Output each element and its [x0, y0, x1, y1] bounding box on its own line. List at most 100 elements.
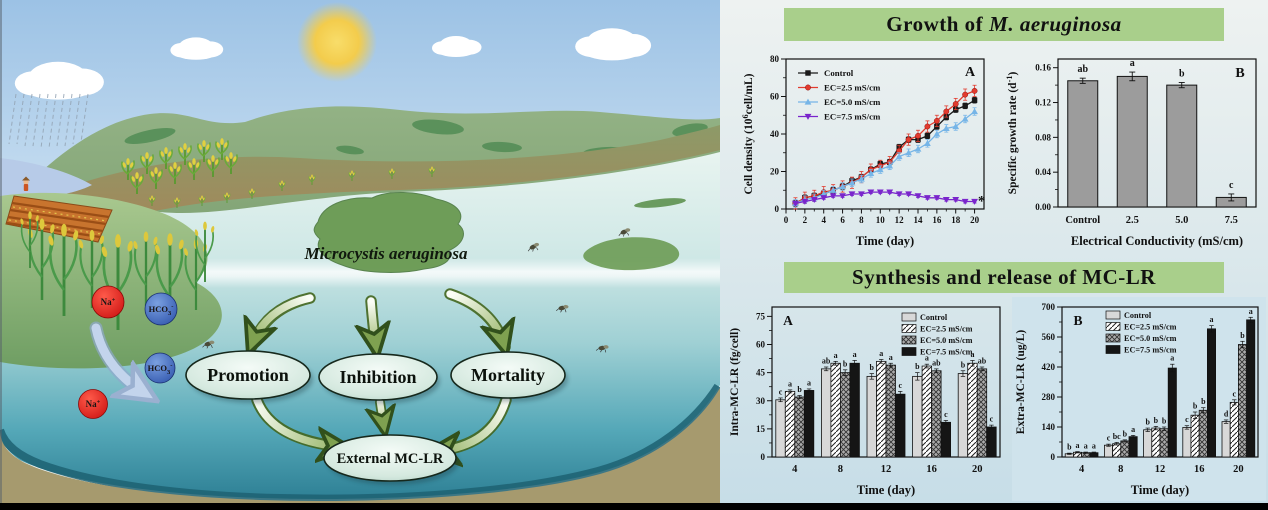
bar-Control — [1067, 80, 1099, 208]
svg-text:8: 8 — [1118, 464, 1123, 475]
svg-text:Mortality: Mortality — [471, 365, 545, 385]
svg-text:a: a — [1131, 425, 1135, 434]
svg-text:b: b — [1145, 418, 1150, 427]
left-edge-border — [0, 0, 2, 510]
svg-text:80: 80 — [770, 54, 780, 64]
svg-text:7.5: 7.5 — [1225, 215, 1238, 226]
svg-text:0: 0 — [761, 452, 766, 462]
svg-text:0.16: 0.16 — [1035, 63, 1051, 73]
growth-rate-bar-chart: 0.00 0.04 0.08 0.12 0.16 Specific growth rate… — [1005, 58, 1257, 248]
svg-text:bc: bc — [1113, 432, 1121, 441]
svg-text:EC=5.0 mS/cm: EC=5.0 mS/cm — [1124, 334, 1177, 343]
svg-text:Time (day): Time (day) — [856, 234, 914, 248]
svg-text:Na+: Na+ — [101, 297, 116, 308]
svg-text:HCO3-: HCO3- — [149, 303, 174, 317]
line-plot: 0 20 40 60 80 Cell density (106cell/mL) 0 2 4 6 8 1… — [741, 54, 985, 248]
svg-text:Promotion: Promotion — [207, 365, 289, 385]
svg-text:b: b — [1162, 417, 1167, 426]
legend: Control EC=2.5 mS/cm EC=5.0 mS/cm EC=7.5 mS… — [1105, 310, 1177, 355]
svg-text:c: c — [1229, 180, 1234, 191]
svg-text:20: 20 — [972, 464, 983, 475]
svg-text:b: b — [1154, 416, 1159, 425]
node-promotion: Promotion — [185, 350, 313, 403]
svg-text:0.12: 0.12 — [1035, 98, 1051, 108]
section-title-growth: Growth of M. aeruginosa — [784, 8, 1224, 41]
farm-shore — [55, 125, 720, 214]
svg-text:0: 0 — [784, 215, 789, 225]
svg-text:c: c — [1107, 434, 1111, 443]
svg-text:60: 60 — [770, 92, 780, 102]
river-bank — [0, 192, 222, 369]
svg-text:18: 18 — [951, 215, 961, 225]
svg-text:EC=2.5 mS/cm: EC=2.5 mS/cm — [920, 325, 973, 334]
svg-text:c: c — [898, 381, 902, 390]
svg-text:4: 4 — [1079, 464, 1085, 475]
svg-text:a: a — [788, 379, 792, 388]
svg-text:*: * — [978, 194, 986, 210]
svg-text:Control: Control — [1124, 311, 1152, 320]
svg-text:b: b — [1193, 402, 1198, 411]
bar-plot: 0.00 0.04 0.08 0.12 0.16 Specific growth rate… — [1005, 58, 1257, 248]
svg-text:0: 0 — [775, 204, 780, 214]
growth-charts-row: 0 20 40 60 80 Cell density (106cell/mL) 0 2 4 6 8 1… — [740, 47, 1266, 253]
growth-title-species: M. aeruginosa — [989, 12, 1122, 36]
svg-text:A: A — [783, 313, 793, 328]
svg-text:20: 20 — [970, 215, 980, 225]
algal-patch — [583, 237, 680, 271]
svg-text:45: 45 — [756, 368, 766, 378]
lake-bed-edge — [0, 383, 720, 503]
svg-text:12: 12 — [895, 215, 905, 225]
sand — [0, 388, 720, 510]
svg-text:d: d — [1224, 409, 1229, 418]
svg-text:EC=7.5 mS/cm: EC=7.5 mS/cm — [920, 348, 973, 357]
svg-text:Cell density (106cell/mL): Cell density (106cell/mL) — [741, 73, 755, 194]
svg-text:6: 6 — [840, 215, 845, 225]
svg-text:a: a — [853, 350, 857, 359]
tilled-field — [5, 176, 113, 243]
series-EC=7.5 mS/cm — [792, 189, 978, 207]
svg-text:Control: Control — [824, 68, 854, 78]
svg-text:b: b — [1123, 429, 1128, 438]
svg-text:b: b — [1201, 397, 1206, 406]
svg-text:0.08: 0.08 — [1035, 132, 1051, 142]
algal-bloom — [313, 191, 464, 273]
svg-text:EC=5.0 mS/cm: EC=5.0 mS/cm — [920, 336, 973, 345]
svg-text:Control: Control — [1065, 215, 1100, 226]
river — [0, 158, 92, 199]
bar-5.0 — [1166, 84, 1198, 208]
svg-text:b: b — [870, 363, 875, 372]
svg-text:Electrical Conductivity (mS/cm: Electrical Conductivity (mS/cm) — [1071, 234, 1243, 248]
svg-text:20: 20 — [1233, 464, 1244, 475]
cell-density-line-chart: 0 20 40 60 80 Cell density (106cell/mL) 0 2 4 6 8 1… — [741, 54, 985, 248]
svg-text:700: 700 — [1042, 302, 1056, 312]
svg-text:Extra-MC-LR (ug/L): Extra-MC-LR (ug/L) — [1015, 330, 1027, 435]
svg-text:a: a — [1076, 441, 1080, 450]
svg-text:75: 75 — [756, 311, 766, 321]
ecosystem-illustration: Microcystis aeruginosa Na+ Na+ HCO3- HCO… — [0, 0, 720, 510]
bottom-border — [0, 503, 1268, 510]
svg-text:B: B — [1235, 66, 1244, 81]
farmer-icon — [22, 176, 30, 191]
svg-text:b: b — [1179, 69, 1185, 80]
svg-text:0.04: 0.04 — [1035, 167, 1051, 177]
svg-text:b: b — [797, 385, 802, 394]
series-EC=2.5 mS/cm — [792, 84, 978, 210]
svg-text:a: a — [889, 353, 893, 362]
synthesis-title-text: Synthesis and release of MC-LR — [852, 265, 1156, 289]
svg-text:16: 16 — [932, 215, 942, 225]
svg-text:EC=2.5 mS/cm: EC=2.5 mS/cm — [824, 83, 881, 93]
svg-text:ab: ab — [1077, 64, 1088, 75]
series-Control — [792, 97, 978, 207]
svg-text:16: 16 — [1194, 464, 1205, 475]
svg-text:a: a — [807, 378, 811, 387]
series-EC=5.0 mS/cm — [792, 107, 978, 208]
svg-text:EC=2.5 mS/cm: EC=2.5 mS/cm — [1124, 323, 1177, 332]
svg-text:b: b — [1067, 443, 1072, 452]
svg-text:b: b — [1240, 331, 1245, 340]
svg-text:280: 280 — [1042, 392, 1056, 402]
svg-text:c: c — [990, 415, 994, 424]
svg-text:560: 560 — [1042, 332, 1056, 342]
svg-text:HCO3-: HCO3- — [148, 362, 173, 376]
svg-text:2.5: 2.5 — [1126, 215, 1139, 226]
